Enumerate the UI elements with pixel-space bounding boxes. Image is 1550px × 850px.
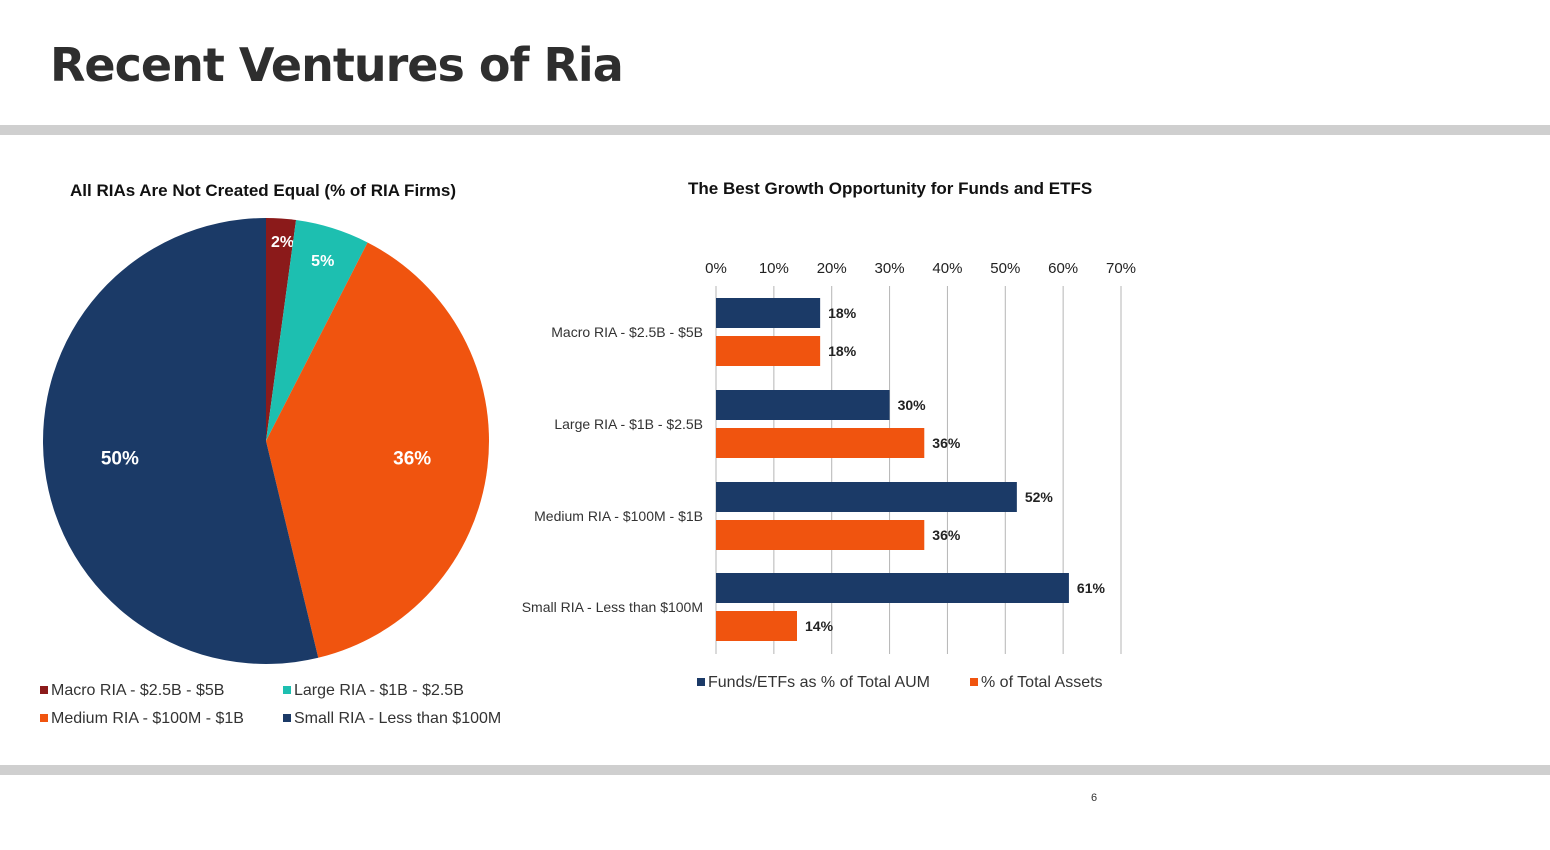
category-label: Large RIA - $1B - $2.5B [554,416,703,432]
bar [716,336,821,366]
legend-label: Funds/ETFs as % of Total AUM [708,674,931,691]
x-tick-label: 60% [1048,260,1078,277]
pie-slice-label: 50% [101,448,139,469]
legend-swatch [40,714,48,722]
bar [716,390,890,420]
pie-slice [266,220,368,441]
bar-legend-item: % of Total Assets [970,674,1103,692]
legend-label: Medium RIA - $100M - $1B [51,710,244,727]
bar-value-label: 18% [828,343,857,359]
x-tick-label: 30% [875,260,905,277]
pie-slice-label: 5% [311,253,334,270]
top-divider [0,125,1550,135]
legend-label: Small RIA - Less than $100M [294,710,502,727]
x-tick-label: 40% [932,260,962,277]
pie-legend-item: Medium RIA - $100M - $1B [40,710,244,728]
bar [716,482,1017,512]
bar-value-label: 52% [1025,489,1054,505]
page-number: 6 [1091,792,1098,804]
legend-swatch [40,686,48,694]
legend-label: Macro RIA - $2.5B - $5B [51,682,225,699]
legend-label: Large RIA - $1B - $2.5B [294,682,464,699]
pie-chart-title: All RIAs Are Not Created Equal (% of RIA… [70,181,457,200]
pie-legend-item: Macro RIA - $2.5B - $5B [40,682,224,700]
category-label: Macro RIA - $2.5B - $5B [551,324,703,340]
legend-swatch [970,678,978,686]
bar-chart-title: The Best Growth Opportunity for Funds an… [688,179,1093,198]
category-label: Small RIA - Less than $100M [522,599,703,615]
legend-label: % of Total Assets [981,674,1103,691]
x-tick-label: 10% [759,260,789,277]
bar [716,428,925,458]
legend-swatch [697,678,705,686]
bar-legend-item: Funds/ETFs as % of Total AUM [697,674,930,692]
pie-slice [43,218,319,664]
bar-value-label: 61% [1077,580,1106,596]
pie-slice [266,218,297,441]
pie-legend-item: Small RIA - Less than $100M [283,710,501,728]
bar [716,573,1069,603]
x-tick-label: 70% [1106,260,1136,277]
bar [716,611,797,641]
bar-value-label: 18% [828,305,857,321]
pie-legend-item: Large RIA - $1B - $2.5B [283,682,464,700]
x-tick-label: 50% [990,260,1020,277]
bar-value-label: 36% [932,527,961,543]
legend-swatch [283,714,291,722]
pie-slice [266,242,489,658]
bar-value-label: 36% [932,435,961,451]
bar-value-label: 14% [805,618,834,634]
pie-slice-label: 2% [271,234,294,251]
x-tick-label: 0% [705,260,727,277]
bottom-divider [0,765,1550,775]
pie-slice-label: 36% [393,448,431,469]
bar [716,520,925,550]
bar-value-label: 30% [898,397,927,413]
bar [716,298,821,328]
legend-swatch [283,686,291,694]
page-title: Recent Ventures of Ria [50,38,624,92]
category-label: Medium RIA - $100M - $1B [534,508,703,524]
x-tick-label: 20% [817,260,847,277]
